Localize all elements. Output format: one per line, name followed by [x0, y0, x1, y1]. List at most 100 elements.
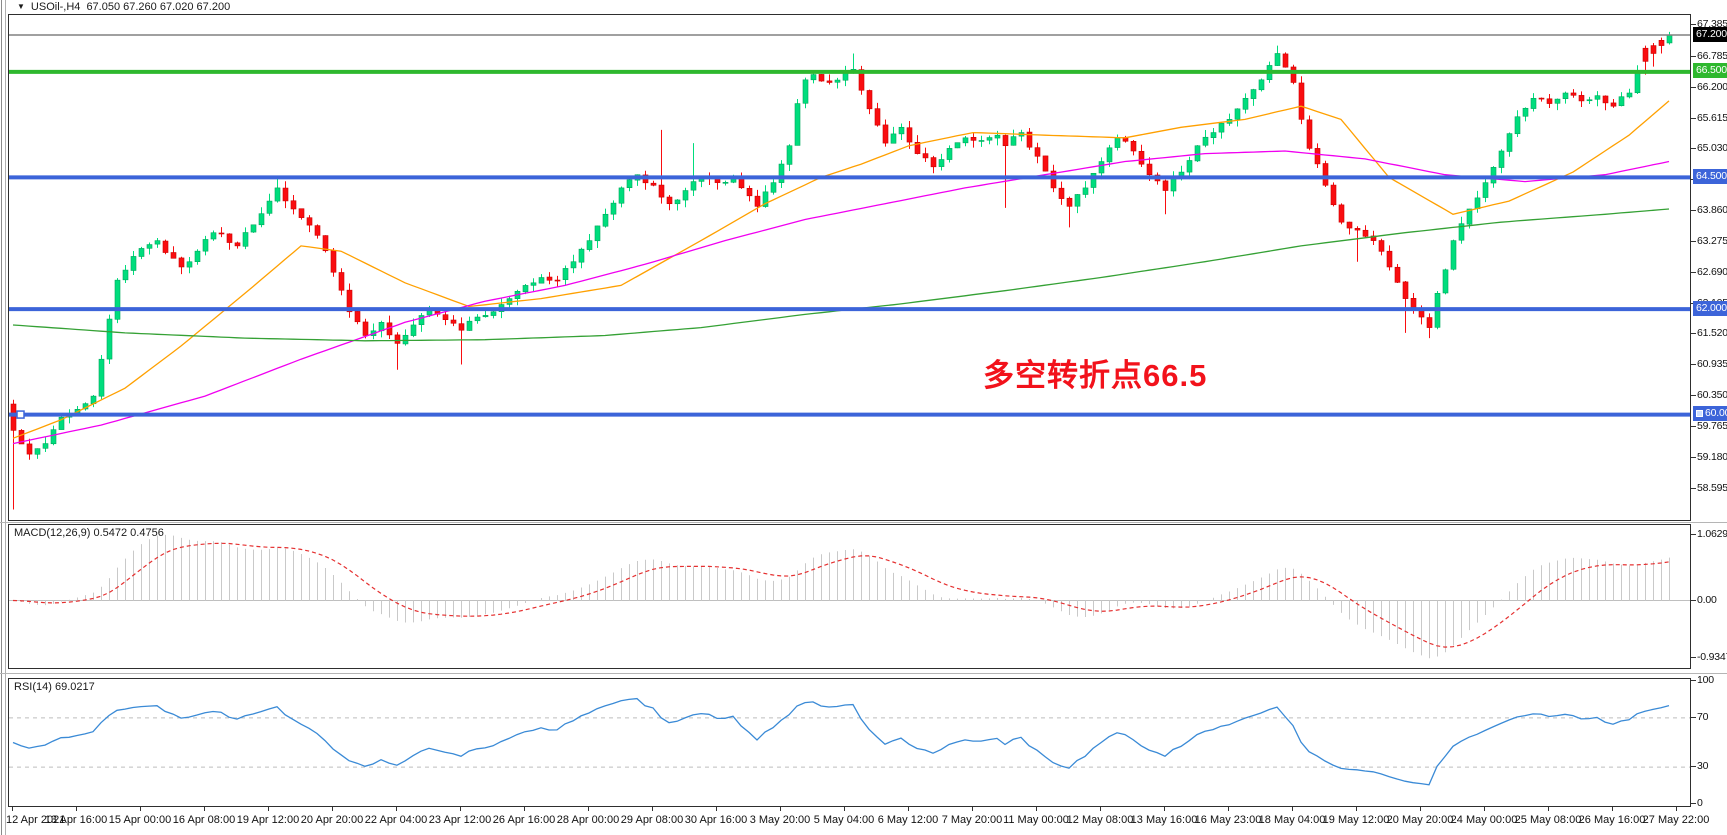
rsi-line	[12, 697, 1670, 786]
main-chart-panel[interactable]	[8, 14, 1691, 521]
panel-splitter-1[interactable]	[0, 522, 1727, 523]
rsi-canvas[interactable]	[9, 679, 1690, 806]
time-axis-label: 12 May 08:00	[1066, 814, 1134, 826]
chart-ohlc-values: 67.050 67.260 67.020 67.200	[86, 1, 231, 13]
time-axis-label: 5 May 04:00	[813, 814, 875, 826]
time-axis-label: 13 May 16:00	[1130, 814, 1198, 826]
macd-panel[interactable]	[8, 524, 1691, 669]
time-axis-label: 16 May 23:00	[1194, 814, 1262, 826]
axis-tick	[1691, 599, 1696, 601]
axis-tick	[1691, 55, 1696, 57]
price-axis-label: 63.860	[1697, 204, 1727, 217]
hline-badge-60000: 60.000	[1693, 406, 1727, 422]
text-annotation[interactable]: 多空转折点66.5	[983, 358, 1208, 393]
axis-tick	[1691, 240, 1696, 242]
panel-splitter-2[interactable]	[0, 673, 1727, 674]
main-chart-canvas[interactable]	[9, 15, 1690, 520]
axis-tick	[1691, 657, 1696, 659]
price-axis-label: 66.200	[1697, 80, 1727, 93]
time-axis-tick	[652, 807, 653, 811]
time-axis-label: 19 Apr 12:00	[236, 814, 300, 826]
axis-tick	[1691, 803, 1696, 804]
time-axis-tick	[1612, 807, 1613, 811]
time-axis-tick	[1228, 807, 1229, 811]
time-axis-tick	[1100, 807, 1101, 811]
time-axis-label: 20 Apr 20:00	[300, 814, 364, 826]
rsi-panel[interactable]	[8, 678, 1691, 807]
window-left-splitter-inner	[5, 0, 6, 835]
time-axis-label: 26 May 16:00	[1578, 814, 1646, 826]
time-axis-tick	[1484, 807, 1485, 811]
rsi-axis-label: 70	[1697, 710, 1709, 723]
rsi-axis-label: 0	[1697, 797, 1703, 809]
time-axis-tick	[780, 807, 781, 811]
price-axis-label: 65.615	[1697, 111, 1727, 124]
time-axis-tick	[972, 807, 973, 811]
hline-anchor-square[interactable]	[1696, 409, 1703, 417]
time-axis-label: 18 May 04:00	[1258, 814, 1326, 826]
price-axis-label: 58.595	[1697, 481, 1727, 494]
symbol-dropdown-icon[interactable]: ▼	[17, 2, 25, 11]
axis-tick	[1691, 271, 1696, 273]
time-axis-tick	[1356, 807, 1357, 811]
fast-ma-line	[12, 100, 1670, 439]
price-axis-label: 62.690	[1697, 265, 1727, 278]
time-axis-tick	[268, 807, 269, 811]
axis-tick	[1691, 395, 1696, 397]
price-axis-label: 63.275	[1697, 234, 1727, 247]
time-axis-tick	[140, 807, 141, 811]
time-axis-label: 6 May 12:00	[877, 814, 939, 826]
time-axis-label: 22 Apr 04:00	[364, 814, 428, 826]
time-axis-label: 24 May 00:00	[1450, 814, 1518, 826]
axis-tick	[1691, 24, 1696, 26]
axis-tick	[1691, 364, 1696, 366]
time-axis-tick	[908, 807, 909, 811]
time-axis-label: 30 Apr 16:00	[684, 814, 748, 826]
time-axis-label: 28 Apr 00:00	[556, 814, 620, 826]
time-axis-tick	[716, 807, 717, 811]
time-axis-label: 26 Apr 16:00	[492, 814, 556, 826]
hline-drag-handle[interactable]	[16, 410, 25, 419]
time-axis-label: 16 Apr 08:00	[172, 814, 236, 826]
axis-tick	[1691, 766, 1696, 768]
axis-tick	[1691, 86, 1696, 88]
time-axis-label: 15 Apr 00:00	[108, 814, 172, 826]
axis-tick	[1691, 117, 1696, 119]
axis-tick	[1691, 716, 1696, 718]
price-axis-label: 61.520	[1697, 327, 1727, 340]
hline-badge-62000: 62.000	[1693, 300, 1727, 316]
rsi-indicator-label: RSI(14) 69.0217	[14, 681, 95, 693]
time-axis-label: 19 May 12:00	[1322, 814, 1390, 826]
time-axis-tick	[1292, 807, 1293, 811]
axis-tick	[1691, 533, 1696, 535]
axis-tick	[1691, 487, 1696, 489]
slow-ma-line	[12, 208, 1670, 342]
axis-tick	[1691, 425, 1696, 427]
time-axis-label: 3 May 20:00	[749, 814, 811, 826]
macd-axis-label: 1.0629	[1697, 527, 1727, 540]
time-axis-label: 12 Apr 2021	[6, 814, 66, 826]
axis-tick	[1691, 148, 1696, 150]
time-axis-tick	[204, 807, 205, 811]
time-axis-tick	[12, 807, 13, 811]
time-axis-tick	[460, 807, 461, 811]
chart-title-bar: ▼ USOil-,H4 67.050 67.260 67.020 67.200	[17, 1, 230, 13]
time-axis-tick	[524, 807, 525, 811]
macd-axis-label: -0.9347	[1697, 651, 1727, 664]
window-left-splitter[interactable]	[1, 0, 2, 835]
current-price-badge: 67.200	[1693, 26, 1727, 42]
macd-canvas[interactable]	[9, 525, 1690, 668]
price-axis-label: 66.785	[1697, 49, 1727, 62]
time-axis-label: 25 May 08:00	[1514, 814, 1582, 826]
macd-histogram	[21, 534, 1670, 659]
time-axis-label: 27 May 22:00	[1642, 814, 1710, 826]
time-axis-tick	[1164, 807, 1165, 811]
price-axis-label: 59.180	[1697, 450, 1727, 463]
price-axis-label: 59.765	[1697, 419, 1727, 432]
time-axis-tick	[588, 807, 589, 811]
axis-tick	[1691, 333, 1696, 335]
time-axis-label: 7 May 20:00	[941, 814, 1003, 826]
time-axis-label: 23 Apr 12:00	[428, 814, 492, 826]
macd-signal-line	[12, 542, 1670, 648]
